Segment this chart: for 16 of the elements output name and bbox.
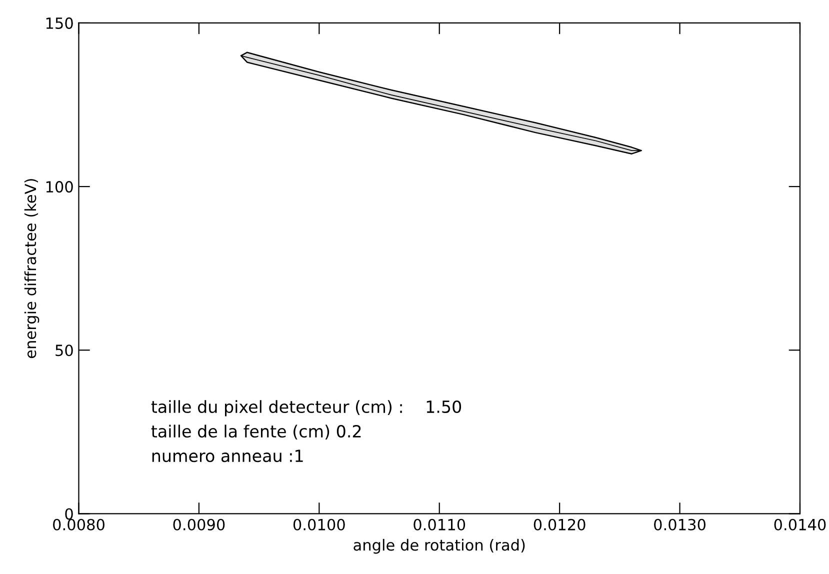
- y-tick-label: 150: [46, 17, 73, 29]
- x-tick-label: 0.0090: [173, 518, 225, 530]
- y-tick-label: 0: [65, 508, 73, 520]
- y-axis-title: energie diffractee (keV): [24, 179, 40, 358]
- x-tick-label: 0.0100: [293, 518, 345, 530]
- x-tick-label: 0.0120: [534, 518, 586, 530]
- annotation: numero anneau :1: [152, 450, 303, 462]
- x-tick-label: 0.0130: [654, 518, 706, 530]
- x-axis-title: angle de rotation (rad): [354, 538, 525, 554]
- annotation: taille de la fente (cm) 0.2: [151, 424, 361, 440]
- y-tick-label: 100: [46, 181, 73, 193]
- x-tick-label: 0.0140: [774, 518, 826, 530]
- x-tick-label: 0.0110: [414, 518, 466, 530]
- x-tick-label: 0.0080: [53, 518, 104, 530]
- y-tick-label: 50: [56, 344, 73, 356]
- annotation: taille du pixel detecteur (cm) : 1.50: [151, 400, 462, 416]
